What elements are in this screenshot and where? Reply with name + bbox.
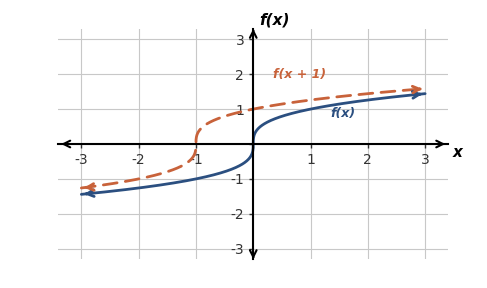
Text: f(x): f(x) xyxy=(331,107,356,120)
Text: x: x xyxy=(452,145,463,160)
Text: f(x): f(x) xyxy=(259,12,289,27)
Text: f(x + 1): f(x + 1) xyxy=(273,68,326,81)
